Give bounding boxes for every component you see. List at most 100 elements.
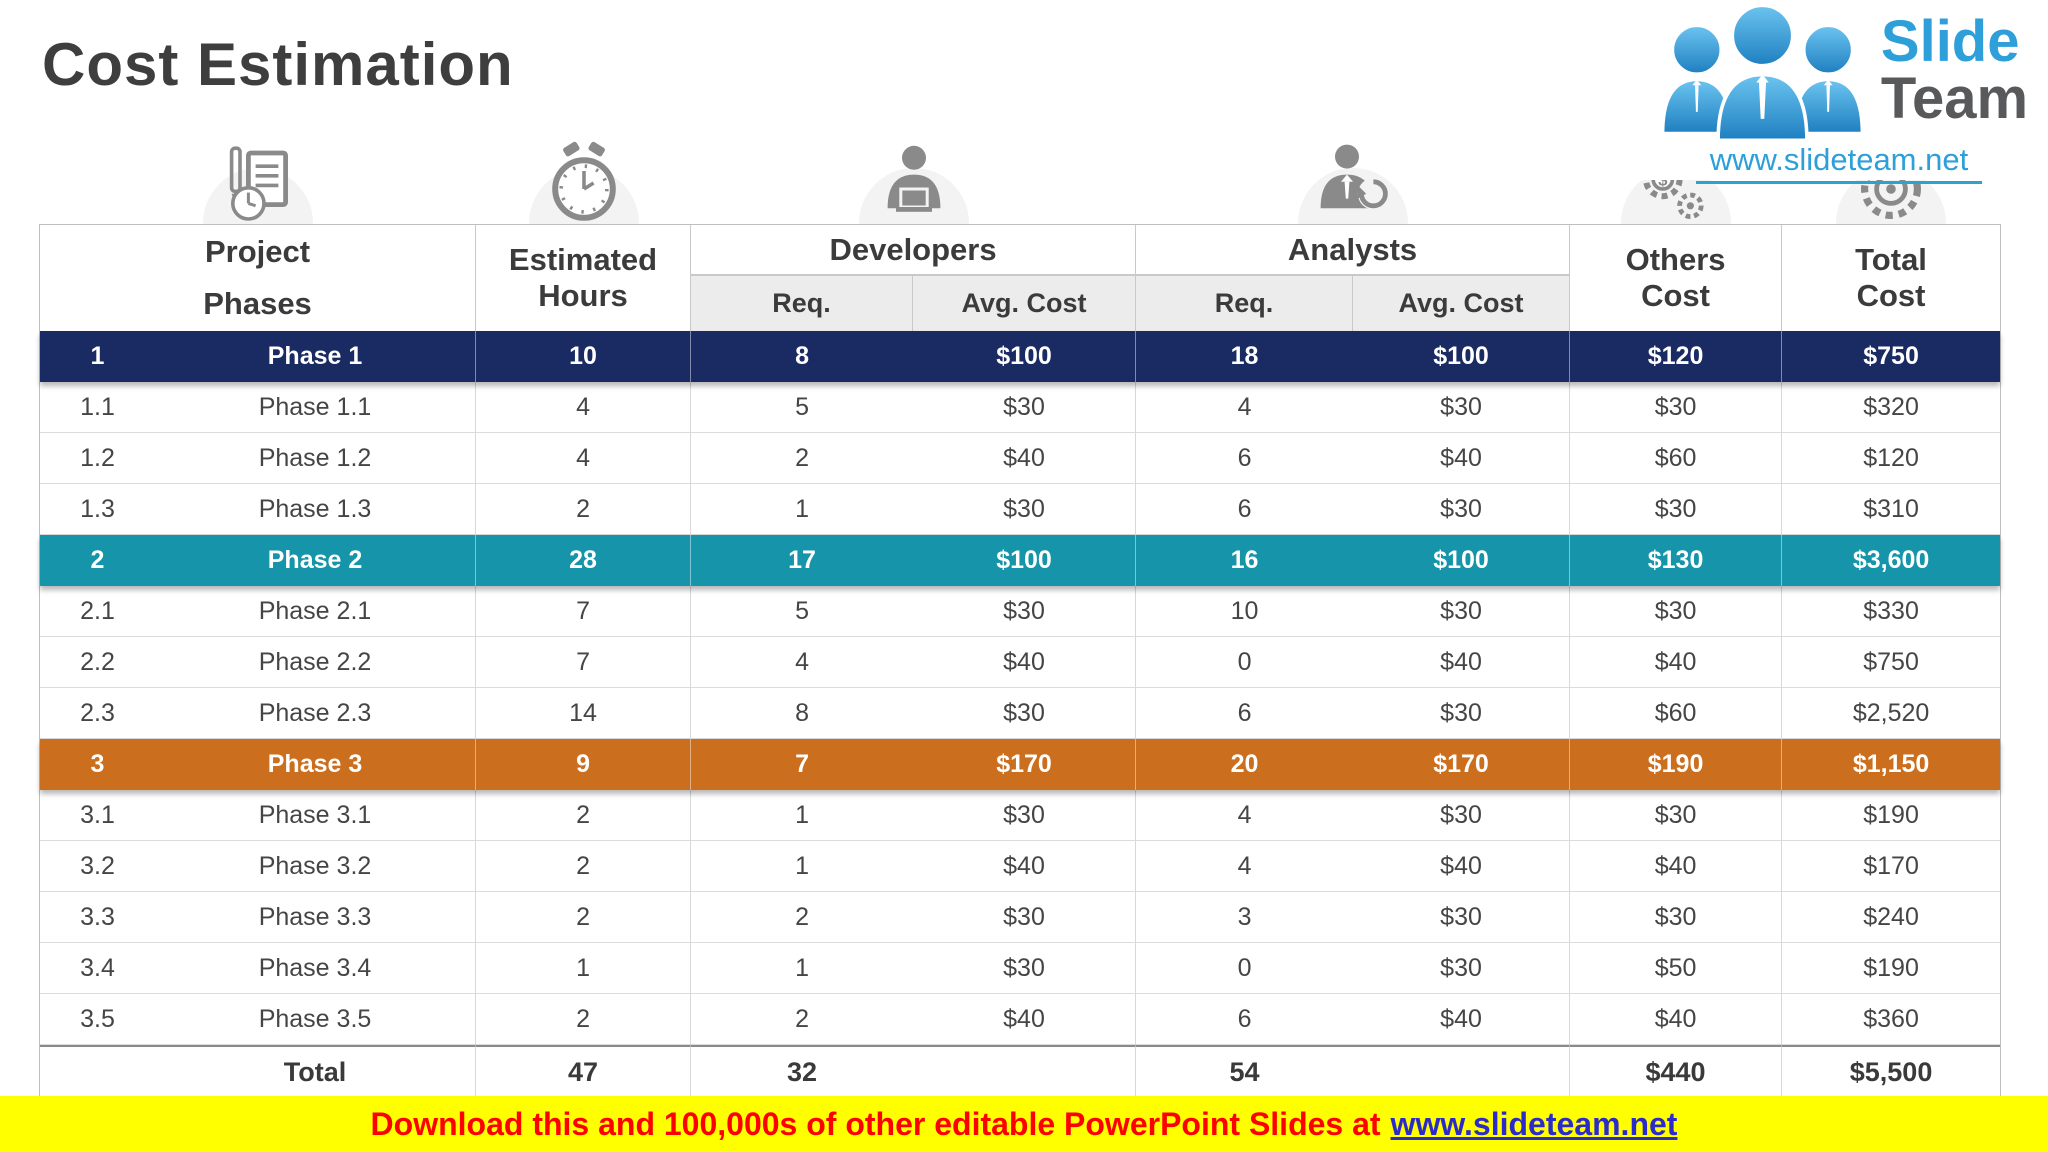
analysts-avg-cost-value: $30 [1353,790,1571,841]
others-cost-value: $30 [1570,382,1783,433]
phase-detail-row: 2.1 Phase 2.1 7 5 $30 10 $30 $30 $330 [40,586,2001,637]
analysts-avg-cost-value: $170 [1353,739,1571,790]
analysts-avg-cost-value: $40 [1353,637,1571,688]
row-number: 3.4 [40,943,155,994]
phase-name: Phase 2 [155,535,477,586]
developers-req-value: 1 [691,943,914,994]
promo-banner-link[interactable]: www.slideteam.net [1390,1105,1678,1142]
developers-avg-cost-value: $30 [913,892,1137,943]
phase-name: Phase 3.3 [155,892,477,943]
analysts-req-value: 4 [1136,382,1354,433]
row-number: 1.2 [40,433,155,484]
others-cost-value: $190 [1570,739,1783,790]
estimated-hours-value: 10 [476,331,692,382]
logo-website-link[interactable]: www.slideteam.net [1695,142,1983,184]
developers-avg-cost-value: $30 [913,382,1137,433]
logo-people-icon [1661,3,1864,142]
estimated-hours-value: 2 [476,841,692,892]
others-cost-value: $40 [1570,841,1783,892]
analysts-req-value: 18 [1230,342,1259,370]
developers-req-value: 1 [691,790,914,841]
total-cost-value: $750 [1782,637,2001,688]
total-cost-value: $3,600 [1852,546,1930,574]
phase-name: Phase 3.1 [155,790,477,841]
row-number: 3.2 [40,841,155,892]
analyst-icon [1293,138,1413,278]
estimated-hours-value: 28 [476,535,692,586]
phase-summary-row: 3 Phase 3 9 7 $170 20 $170 $190 $1,150 [40,739,2001,790]
developers-avg-cost-value: $40 [913,841,1137,892]
total-cost-value: $190 [1782,943,2001,994]
total-cost-value: $190 [1782,790,2001,841]
developers-req-value: 8 [795,342,809,370]
header-developers: Developers [691,225,1137,275]
developers-avg-cost-value: $30 [913,484,1137,535]
total-cost-value: $120 [1782,433,2001,484]
others-cost-value: $30 [1570,892,1783,943]
total-label: Total [155,1045,477,1097]
developers-avg-cost-value: $30 [913,586,1137,637]
header-estimated-hours: Estimated Hours [476,225,692,331]
estimated-hours-value: 7 [476,586,692,637]
developers-avg-cost-value: $40 [913,994,1137,1045]
total-analysts-avg [1353,1045,1571,1097]
row-number: 3 [90,750,105,778]
others-cost-value: $30 [1570,790,1783,841]
total-cost-value: $750 [1863,342,1919,370]
analysts-avg-cost-value: $40 [1353,841,1571,892]
row-number: 3.1 [40,790,155,841]
project-document-icon [198,138,318,278]
estimated-hours-value: 2 [476,892,692,943]
phase-name: Phase 2.3 [155,688,477,739]
page-title: Cost Estimation [42,31,514,98]
developer-icon [854,138,974,278]
estimated-hours-value: 9 [476,739,692,790]
phase-name: Phase 3.4 [155,943,477,994]
developers-avg-cost-value: $100 [913,331,1137,382]
header-analysts-avg-cost: Avg. Cost [1353,275,1571,331]
estimated-hours-value: 2 [476,484,692,535]
analysts-avg-cost-value: $40 [1353,994,1571,1045]
developers-avg-cost-value: $40 [913,637,1137,688]
analysts-avg-cost-value: $30 [1353,688,1571,739]
others-cost-value: $40 [1570,637,1783,688]
header-analysts: Analysts [1136,225,1571,275]
others-cost-value: $30 [1570,484,1783,535]
analysts-avg-cost-value: $30 [1353,586,1571,637]
others-cost-value: $30 [1570,586,1783,637]
analysts-req-value: 6 [1136,688,1354,739]
analysts-req-value: 0 [1136,637,1354,688]
analysts-req-value: 16 [1230,546,1259,574]
row-number: 2.2 [40,637,155,688]
total-hours: 47 [476,1045,692,1097]
cost-estimation-table: Project Phases Estimated Hours Developer… [39,224,2001,1097]
row-number: 3.5 [40,994,155,1045]
total-cost-value: $330 [1782,586,2001,637]
total-cost-value: $360 [1782,994,2001,1045]
phase-detail-row: 2.2 Phase 2.2 7 4 $40 0 $40 $40 $750 [40,637,2001,688]
estimated-hours-value: 2 [476,994,692,1045]
total-cost-value: $310 [1782,484,2001,535]
estimated-hours-value: 14 [476,688,692,739]
row-number: 1.1 [40,382,155,433]
phase-name: Phase 3 [155,739,477,790]
estimated-hours-value: 7 [476,637,692,688]
phase-summary-row: 2 Phase 2 28 17 $100 16 $100 $130 $3,600 [40,535,2001,586]
phase-name: Phase 1.2 [155,433,477,484]
row-number: 3.3 [40,892,155,943]
header-developers-req: Req. [691,275,914,331]
promo-banner-text: Download this and 100,000s of other edit… [370,1105,1381,1142]
estimated-hours-value: 4 [476,433,692,484]
analysts-req-value: 3 [1136,892,1354,943]
developers-avg-cost-value: $100 [913,535,1137,586]
total-empty-cell [40,1045,155,1097]
estimated-hours-value: 1 [476,943,692,994]
others-cost-value: $60 [1570,688,1783,739]
phase-detail-row: 3.2 Phase 3.2 2 1 $40 4 $40 $40 $170 [40,841,2001,892]
total-cost-value: $2,520 [1782,688,2001,739]
estimated-hours-value: 4 [476,382,692,433]
header-developers-avg-cost: Avg. Cost [913,275,1137,331]
analysts-req-value: 6 [1136,994,1354,1045]
estimated-hours-value: 2 [476,790,692,841]
total-row: Total 47 32 54 $440 $5,500 [40,1045,2001,1097]
